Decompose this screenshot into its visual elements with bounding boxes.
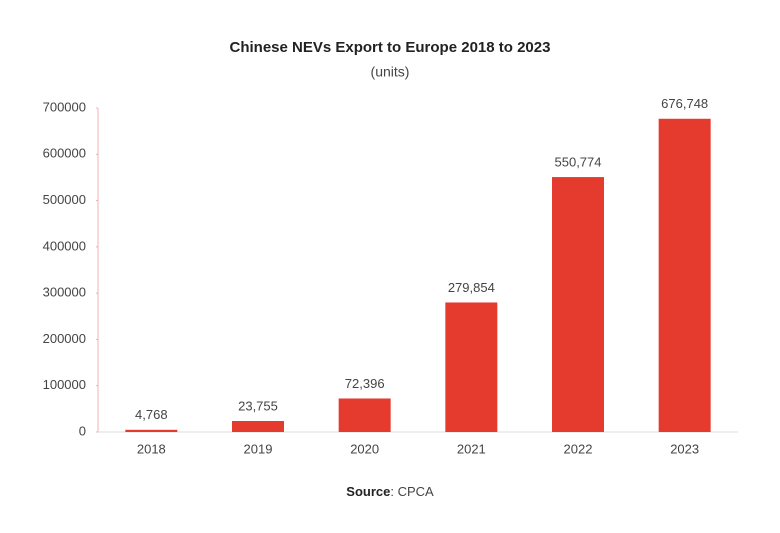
bar bbox=[445, 302, 498, 432]
y-tick-label: 300000 bbox=[43, 285, 86, 300]
x-tick-label: 2022 bbox=[564, 441, 593, 456]
x-tick-label: 2021 bbox=[457, 441, 486, 456]
bar bbox=[125, 429, 178, 432]
y-tick-label: 200000 bbox=[43, 331, 86, 346]
x-tick-label: 2018 bbox=[137, 441, 166, 456]
value-label: 279,854 bbox=[448, 280, 495, 295]
chart-title: Chinese NEVs Export to Europe 2018 to 20… bbox=[230, 39, 551, 56]
bar bbox=[658, 118, 711, 432]
bar bbox=[338, 398, 391, 432]
y-tick-label: 600000 bbox=[43, 146, 86, 161]
y-tick-label: 700000 bbox=[43, 99, 86, 114]
source-note: Source: CPCA bbox=[346, 484, 434, 499]
bar bbox=[232, 421, 284, 432]
x-tick-label: 2023 bbox=[670, 441, 699, 456]
y-tick-label: 500000 bbox=[43, 192, 86, 207]
x-tick-label: 2020 bbox=[350, 441, 379, 456]
value-label: 23,755 bbox=[238, 398, 278, 413]
bar bbox=[552, 177, 604, 432]
value-label: 550,774 bbox=[555, 155, 602, 170]
source-label: Source bbox=[346, 484, 390, 499]
source-text: : CPCA bbox=[390, 484, 434, 499]
value-label: 4,768 bbox=[135, 407, 168, 422]
y-tick-label: 0 bbox=[79, 423, 86, 438]
value-label: 676,748 bbox=[661, 96, 708, 111]
x-tick-label: 2019 bbox=[244, 441, 273, 456]
chart-subtitle: (units) bbox=[371, 64, 410, 80]
value-label: 72,396 bbox=[345, 376, 385, 391]
y-tick-label: 400000 bbox=[43, 238, 86, 253]
y-tick-label: 100000 bbox=[43, 377, 86, 392]
